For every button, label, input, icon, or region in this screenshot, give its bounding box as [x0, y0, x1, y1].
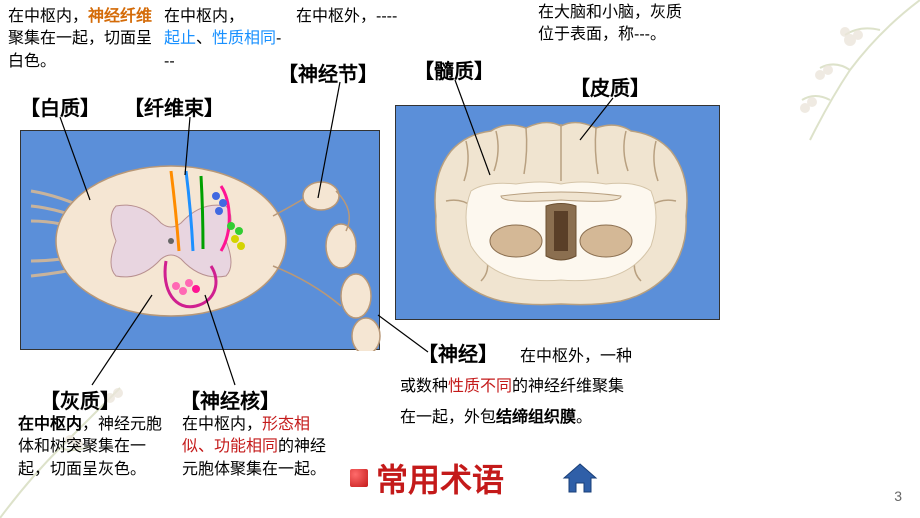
- desc-baizhi: 在中枢内，神经纤维聚集在一起，切面呈白色。: [8, 6, 158, 73]
- slide-title: 常用术语: [350, 455, 504, 501]
- desc-shenjing: 在中枢外，一种 或数种性质不同的神经纤维聚集 在一起，外包结缔组织膜。: [400, 342, 680, 433]
- decor-branch-top: [720, 0, 920, 180]
- label-shenjinghe: 【神经核】: [180, 385, 280, 414]
- label-shenjingjie: 【神经节】: [278, 58, 378, 87]
- page-number: 3: [894, 488, 902, 504]
- desc-pizhi: 在大脑和小脑，灰质位于表面，称---。: [538, 2, 688, 47]
- diagram-spinal-cord: [20, 130, 380, 350]
- bullet-icon: [350, 469, 368, 487]
- label-pizhi: 【皮质】: [570, 72, 650, 101]
- label-suizhi: 【髓质】: [414, 55, 494, 84]
- label-xianweishu: 【纤维束】: [124, 92, 224, 121]
- label-huizhi: 【灰质】: [40, 385, 120, 414]
- desc-shenjingjie: 在中枢外，----: [296, 6, 406, 28]
- desc-xianweishu: 在中枢内， 起止、性质相同---: [164, 6, 284, 73]
- home-icon[interactable]: [560, 460, 600, 496]
- label-baizhi: 【白质】: [20, 92, 100, 121]
- diagram-brain: [395, 105, 720, 320]
- desc-shenjinghe: 在中枢内，形态相似、功能相同的神经元胞体聚集在一起。: [182, 414, 332, 481]
- desc-huizhi: 在中枢内，神经元胞体和树突聚集在一起，切面呈灰色。: [18, 414, 168, 481]
